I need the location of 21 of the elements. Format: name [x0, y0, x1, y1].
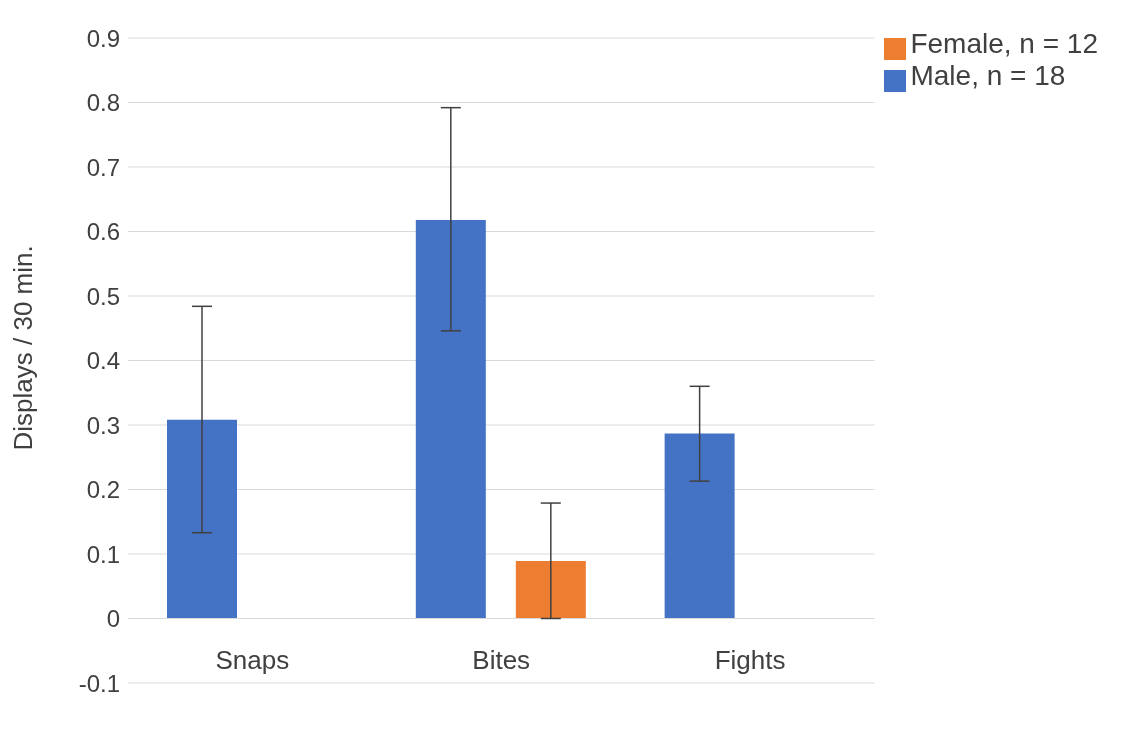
y-tick-label: 0.6: [86, 218, 120, 246]
y-tick-label: 0.9: [86, 24, 120, 52]
x-tick-label: Fights: [714, 645, 786, 676]
bar: [167, 419, 237, 619]
x-tick-label: Bites: [472, 645, 531, 676]
legend-label: Female, n = 12: [910, 28, 1098, 59]
y-tick-label: 0.4: [86, 347, 120, 375]
legend-label: Male, n = 18: [910, 60, 1066, 91]
y-tick-label: 0.2: [86, 476, 120, 504]
bar: [415, 219, 486, 619]
y-tick-label: 0.3: [86, 411, 120, 439]
y-tick-label: 0.7: [86, 153, 120, 181]
bar: [664, 433, 735, 619]
y-tick-label: 0.8: [86, 89, 120, 117]
bar: [515, 561, 586, 619]
y-tick-label: 0.1: [86, 540, 120, 568]
y-tick-label: 0: [106, 605, 120, 633]
y-tick-label: -0.1: [78, 669, 120, 697]
x-tick-label: Snaps: [215, 645, 290, 676]
y-axis-title: Displays / 30 min.: [8, 245, 39, 451]
y-tick-label: 0.5: [86, 282, 120, 310]
